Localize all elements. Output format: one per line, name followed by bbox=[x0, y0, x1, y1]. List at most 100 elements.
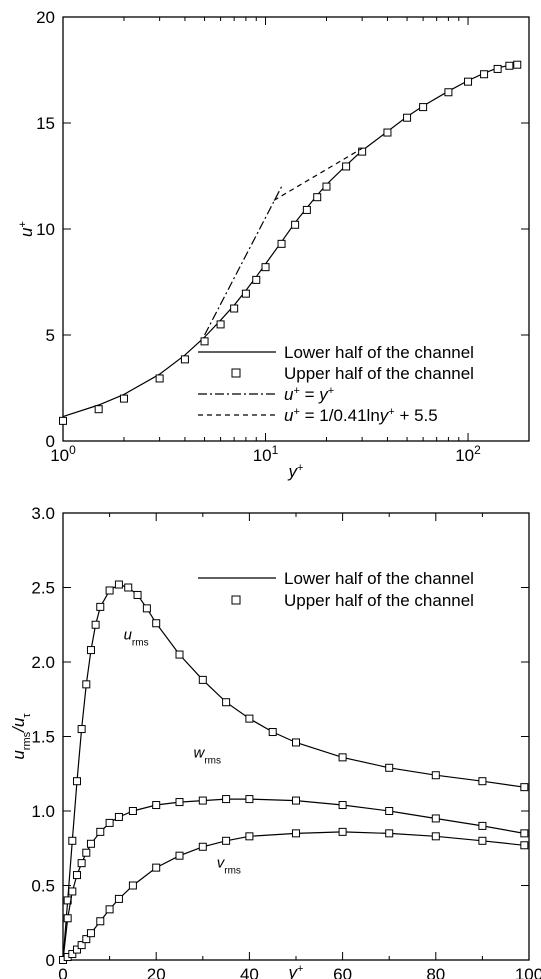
mean-velocity-profile-chart: 0 5 10 15 20 100 101 102 y+ u+ Lower half of the c… bbox=[17, 8, 530, 481]
legend-entry-label: Upper half of the channel bbox=[284, 591, 474, 610]
upper-half-marker bbox=[358, 147, 367, 156]
x-tick-label: 0 bbox=[58, 965, 67, 979]
upper-half-marker bbox=[493, 64, 502, 73]
w_rms-upper-marker bbox=[72, 871, 81, 880]
u_rms-upper-marker bbox=[152, 619, 161, 628]
v_rms-upper-marker bbox=[431, 832, 440, 841]
u_rms-upper-marker bbox=[105, 586, 114, 595]
series-dash-dot-line bbox=[204, 186, 283, 336]
upper-half-marker bbox=[94, 405, 103, 414]
u_rms-upper-marker bbox=[91, 620, 100, 629]
upper-half-marker bbox=[59, 416, 67, 425]
legend-entry-label: Lower half of the channel bbox=[284, 343, 474, 362]
y-tick-label: 20 bbox=[36, 8, 55, 27]
w_rms-upper-marker bbox=[68, 887, 77, 896]
u_rms-upper-marker bbox=[96, 602, 105, 611]
x-tick-label: 20 bbox=[147, 965, 166, 979]
legend-entry-label: Lower half of the channel bbox=[284, 569, 474, 588]
w_rms-upper-marker bbox=[245, 795, 254, 804]
v_rms-upper-marker bbox=[338, 827, 347, 836]
upper-half-marker bbox=[302, 205, 311, 214]
v_rms-upper-marker bbox=[385, 829, 394, 838]
upper-half-marker bbox=[277, 239, 286, 248]
u_rms-upper-marker bbox=[77, 725, 86, 734]
u_rms-upper-marker bbox=[292, 738, 300, 747]
u_rms-upper-marker bbox=[520, 783, 529, 792]
v_rms-upper-marker bbox=[96, 917, 105, 926]
y-tick-label: 5 bbox=[46, 326, 55, 345]
legend-entry-marker bbox=[231, 595, 241, 605]
u_rms-upper-marker bbox=[175, 650, 184, 659]
v_rms-upper-marker bbox=[105, 905, 114, 914]
w_rms-upper-marker bbox=[77, 859, 86, 868]
y-tick-label: 2.5 bbox=[31, 579, 55, 598]
upper-half-marker bbox=[513, 60, 522, 69]
y-tick-label: 1.0 bbox=[31, 802, 55, 821]
w_rms-upper-marker bbox=[82, 848, 91, 857]
legend-entry-marker bbox=[231, 368, 241, 378]
upper-half-marker bbox=[216, 320, 225, 329]
upper-half-marker bbox=[180, 355, 189, 364]
v_rms-upper-marker bbox=[128, 881, 137, 890]
v_rms-upper-marker bbox=[114, 894, 123, 903]
w_rms-upper-marker bbox=[128, 807, 137, 815]
u_rms-upper-marker bbox=[114, 580, 123, 589]
upper-half-marker bbox=[119, 394, 128, 403]
w_rms-upper-marker bbox=[86, 839, 95, 848]
upper-half-marker bbox=[291, 220, 300, 229]
v_rms-upper-marker bbox=[175, 851, 184, 860]
legend-entry-label: u+ = 1/0.41lny+ + 5.5 bbox=[284, 406, 438, 425]
u_rms-upper-marker bbox=[338, 753, 347, 762]
x-tick-label: 40 bbox=[240, 965, 259, 979]
v_rms-upper-marker bbox=[68, 950, 77, 959]
x-axis-label: y+ bbox=[288, 963, 304, 979]
w_rms-upper-marker bbox=[175, 798, 184, 807]
y-tick-label: 3.0 bbox=[31, 504, 55, 523]
x-tick-label: 100 bbox=[50, 443, 76, 465]
x-tick-label: 60 bbox=[333, 965, 352, 979]
w_rms-upper-marker bbox=[114, 812, 123, 821]
upper-half-marker bbox=[313, 193, 322, 202]
y-axis-label: u+ bbox=[17, 221, 36, 237]
u_rms-upper-marker bbox=[86, 646, 95, 655]
u_rms-upper-marker bbox=[198, 675, 207, 684]
y-tick-label: 15 bbox=[36, 114, 55, 133]
y-tick-label: 10 bbox=[36, 220, 55, 239]
upper-half-marker bbox=[505, 61, 514, 70]
v_rms-upper-marker bbox=[86, 929, 95, 938]
upper-half-marker bbox=[480, 70, 489, 79]
u_rms-upper-marker bbox=[222, 698, 231, 707]
upper-half-marker bbox=[322, 182, 331, 191]
v_rms-upper-marker bbox=[222, 836, 231, 845]
y-axis-label: urms/uτ bbox=[9, 713, 33, 760]
w_rms-upper-marker bbox=[478, 821, 487, 830]
upper-half-marker bbox=[403, 113, 412, 122]
rms-velocity-fluctuations-chart: 0 0.5 1.0 1.5 2.0 2.5 3.0 0 20 40 60 80 100 y+ urms/uτ… bbox=[9, 504, 541, 979]
u_rms-upper-marker bbox=[385, 763, 394, 772]
v_rms-upper-marker bbox=[198, 842, 207, 851]
series-dashed-line bbox=[273, 147, 363, 201]
y-tick-label: 1.5 bbox=[31, 728, 55, 747]
w_rms-upper-marker bbox=[385, 807, 394, 815]
legend-entry-label: u+ = y+ bbox=[284, 385, 334, 404]
y-tick-label: 2.0 bbox=[31, 653, 55, 672]
w_rms-upper-marker bbox=[198, 796, 207, 805]
upper-half-marker bbox=[419, 103, 428, 112]
x-tick-label: 100 bbox=[515, 965, 541, 979]
w_rms-upper-marker bbox=[96, 827, 105, 836]
u_rms-upper-marker bbox=[431, 771, 440, 780]
v_rms-upper-marker bbox=[292, 829, 300, 838]
w_rms-upper-marker bbox=[222, 795, 231, 804]
w_rms-upper-marker bbox=[152, 801, 161, 810]
upper-half-marker bbox=[200, 337, 209, 346]
upper-half-marker bbox=[230, 304, 239, 313]
w_rms-upper-marker bbox=[338, 801, 347, 810]
w_rms-lower-line bbox=[62, 798, 525, 961]
w_rms-upper-marker bbox=[292, 796, 300, 805]
x-tick-label: 102 bbox=[455, 443, 481, 465]
y-tick-label: 0 bbox=[46, 951, 55, 970]
w_rms-upper-marker bbox=[105, 818, 114, 827]
u_rms-upper-marker bbox=[82, 680, 91, 689]
u_rms-upper-marker bbox=[142, 604, 151, 613]
